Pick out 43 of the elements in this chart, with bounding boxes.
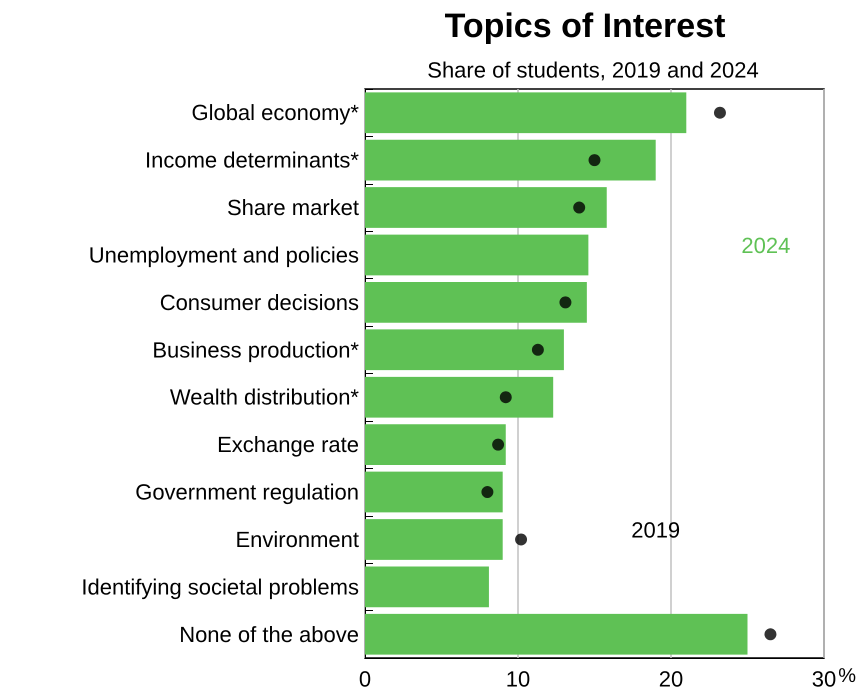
y-tick-label: Share market: [226, 195, 359, 220]
bar: [365, 140, 656, 181]
chart-subtitle: Share of students, 2019 and 2024: [427, 58, 759, 82]
point: [532, 344, 544, 356]
bar: [365, 234, 588, 276]
x-tick-label: 0: [358, 666, 372, 690]
point: [764, 628, 776, 640]
y-tick-label: Business production*: [152, 337, 360, 362]
bar: [365, 566, 489, 608]
bar: [365, 376, 554, 418]
bar: [365, 424, 506, 466]
x-tick-label: 20: [658, 666, 684, 690]
y-tick-label: Environment: [235, 526, 359, 552]
text: 2019: [631, 517, 680, 542]
y-tick-label: Identifying societal problems: [81, 574, 359, 600]
y-tick-label: None of the above: [179, 622, 359, 647]
chart-title: Topics of Interest: [444, 7, 726, 45]
y-tick-label: Exchange rate: [217, 432, 359, 458]
point: [559, 296, 572, 308]
x-axis-title: %: [838, 665, 856, 687]
bar: [365, 519, 503, 560]
bar: [365, 614, 748, 655]
y-tick-label: Unemployment and policies: [88, 242, 359, 268]
point: [492, 438, 504, 451]
y-tick-label: Consumer decisions: [160, 290, 359, 315]
y-tick-label: Wealth distribution*: [170, 384, 360, 410]
bar: [365, 187, 607, 228]
text: 2024: [741, 232, 790, 258]
point: [500, 391, 512, 404]
bar: [365, 282, 587, 323]
point: [573, 202, 586, 214]
bar: [365, 329, 564, 370]
bar: [365, 472, 503, 512]
point: [588, 154, 600, 166]
bar: [365, 92, 686, 134]
y-tick-label: Global economy*: [191, 100, 360, 126]
point: [481, 486, 494, 498]
point: [515, 533, 528, 546]
x-tick-label: 10: [506, 666, 530, 690]
point: [714, 106, 726, 119]
y-tick-label: Government regulation: [135, 480, 359, 505]
x-tick-label: 30: [812, 666, 836, 690]
y-tick-label: Income determinants*: [145, 148, 360, 173]
